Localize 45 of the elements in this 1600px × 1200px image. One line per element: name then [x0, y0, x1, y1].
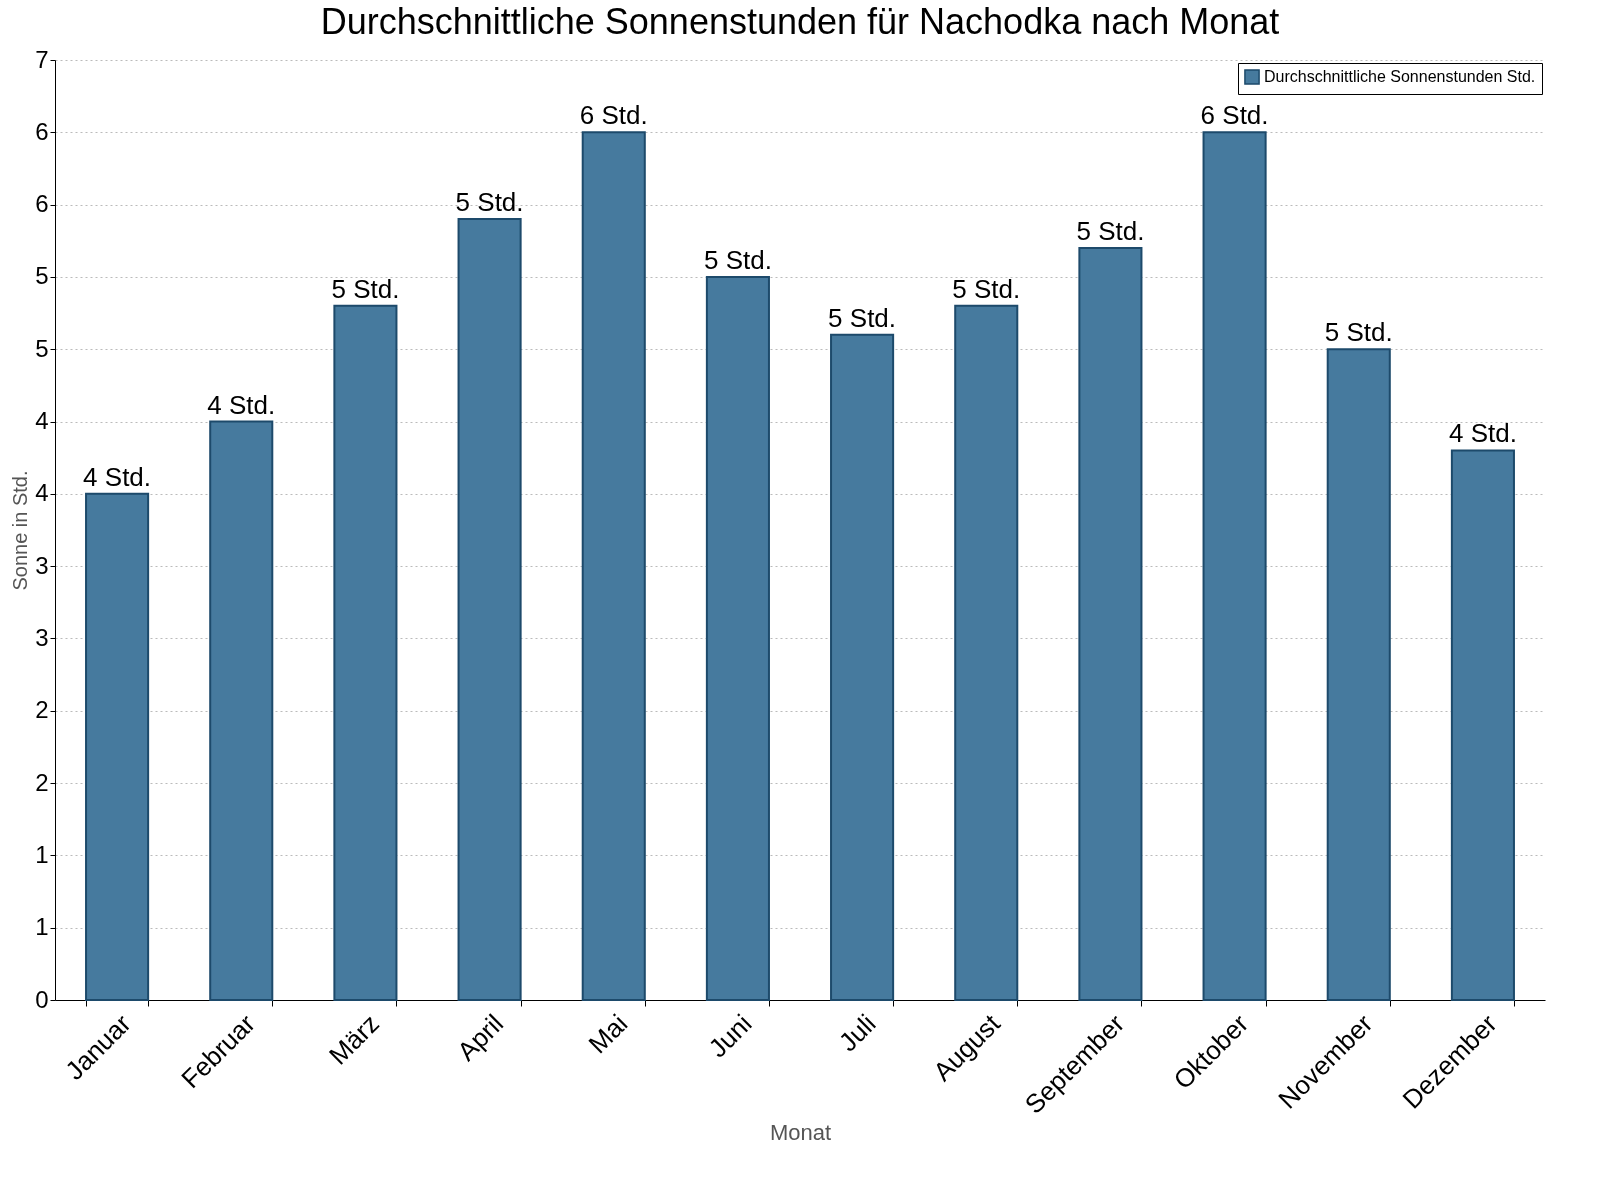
bar [333, 304, 398, 1001]
x-tick-label: Mai [582, 1008, 634, 1060]
y-tick-label: 4 [35, 479, 49, 507]
y-tick-label: 2 [35, 768, 49, 796]
data-label: 5 Std. [1324, 317, 1393, 348]
y-tick-label: 2 [35, 696, 49, 724]
data-label: 5 Std. [703, 244, 772, 275]
bar [830, 333, 895, 1001]
y-tick-label: 5 [35, 334, 49, 362]
y-tick-label: 7 [35, 45, 49, 73]
data-label: 5 Std. [331, 273, 400, 304]
y-tick-label: 1 [35, 913, 49, 941]
x-tick-label: Juli [832, 1008, 882, 1058]
y-axis-title: Sonne in Std. [9, 470, 32, 591]
chart-title: Durchschnittliche Sonnenstunden für Nachodka nach Monat [320, 1, 1280, 42]
bar [1326, 348, 1391, 1001]
data-label: 6 Std. [1200, 100, 1269, 131]
bar [705, 275, 770, 1001]
data-label: 4 Std. [207, 389, 276, 420]
y-tick-label: 6 [35, 117, 49, 145]
bar [85, 492, 150, 1001]
bar [209, 420, 274, 1001]
data-label: 5 Std. [455, 187, 524, 218]
data-label: 4 Std. [83, 461, 152, 492]
bar [457, 218, 522, 1001]
bar [954, 304, 1019, 1001]
y-tick-label: 1 [35, 840, 49, 868]
y-tick-label: 6 [35, 190, 49, 218]
bar [1450, 449, 1515, 1001]
y-tick-label: 5 [35, 262, 49, 290]
data-label: 5 Std. [1076, 216, 1145, 246]
y-tick-label: 0 [35, 985, 49, 1013]
bar [1078, 247, 1143, 1001]
data-label: 4 Std. [1448, 418, 1517, 449]
x-axis-title: Monat [769, 1119, 832, 1145]
data-label: 5 Std. [828, 302, 897, 333]
data-label: 6 Std. [579, 100, 648, 131]
y-tick-label: 3 [35, 623, 49, 651]
bar [581, 131, 646, 1001]
legend-label: Durchschnittliche Sonnenstunden Std. [1264, 68, 1536, 85]
y-tick-label: 4 [35, 407, 49, 435]
data-label: 5 Std. [952, 273, 1021, 304]
x-tick-label: Juni [702, 1008, 758, 1064]
bar [1202, 131, 1267, 1001]
y-tick-label: 3 [35, 551, 49, 579]
